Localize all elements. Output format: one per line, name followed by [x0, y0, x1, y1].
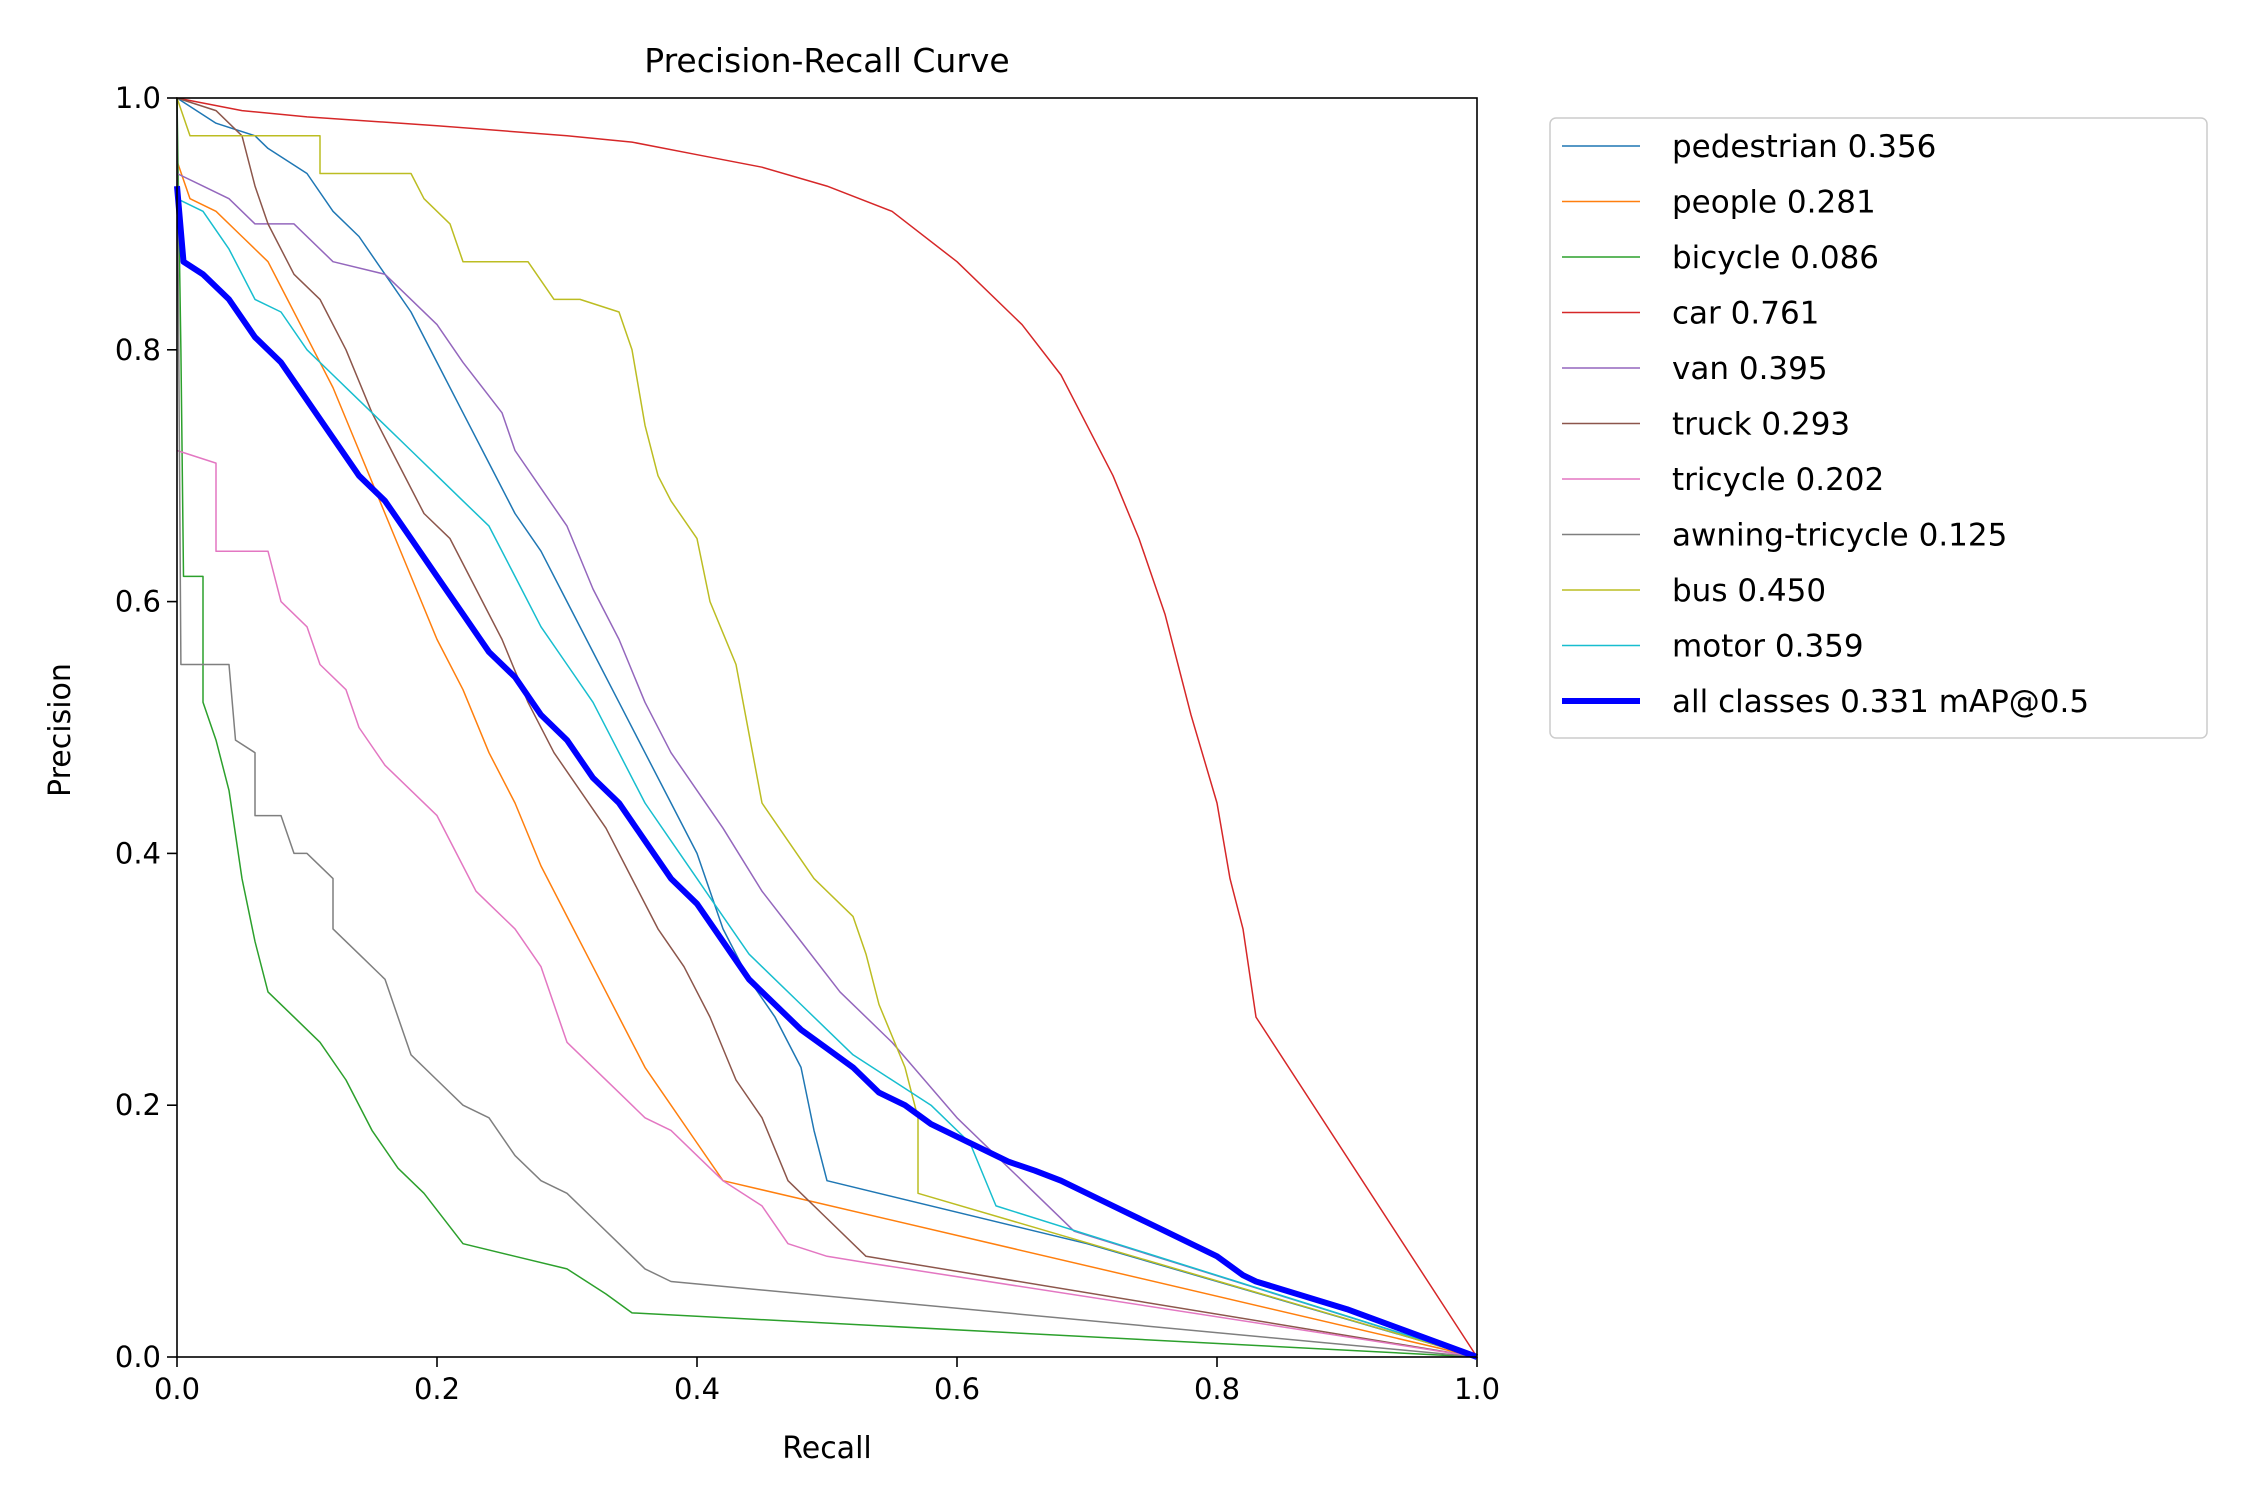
series-line-0 — [176, 97, 1478, 1358]
legend: pedestrian 0.356 people 0.281 bicycle 0.08… — [1549, 117, 2208, 739]
series-line-5 — [176, 97, 1478, 1358]
series-line-1 — [176, 160, 1478, 1358]
series-line-2 — [176, 97, 1478, 1358]
y-axis: 0.0 0.2 0.4 0.6 0.8 1.0 — [115, 81, 177, 1374]
series-line-9 — [176, 198, 1478, 1358]
legend-label: motor 0.359 — [1672, 629, 1864, 665]
series-line-3 — [176, 97, 1478, 1358]
legend-label: truck 0.293 — [1672, 407, 1850, 443]
y-tick-label: 0.4 — [115, 836, 161, 870]
series-line-6 — [176, 449, 1478, 1358]
series-line-7 — [176, 97, 1478, 1358]
legend-label: awning-tricycle 0.125 — [1672, 518, 2007, 554]
y-tick-label: 0.8 — [115, 333, 161, 367]
x-tick-label: 0.8 — [1194, 1372, 1240, 1406]
legend-label: car 0.761 — [1672, 296, 1819, 332]
y-tick-label: 0.6 — [115, 585, 161, 619]
y-tick-label: 0.2 — [115, 1088, 161, 1122]
series-line-4 — [176, 172, 1478, 1358]
legend-box — [1549, 117, 2208, 739]
legend-label: all classes 0.331 mAP@0.5 — [1672, 684, 2089, 720]
x-tick-label: 1.0 — [1454, 1372, 1500, 1406]
legend-label: bus 0.450 — [1672, 573, 1826, 609]
series-line-8 — [176, 97, 1478, 1358]
y-tick-label: 1.0 — [115, 81, 161, 115]
legend-label: people 0.281 — [1672, 185, 1876, 221]
series-line-10 — [174, 185, 1479, 1360]
legend-label: van 0.395 — [1672, 351, 1828, 387]
legend-label: bicycle 0.086 — [1672, 240, 1879, 276]
chart-title: Precision-Recall Curve — [644, 41, 1009, 80]
x-tick-label: 0.6 — [934, 1372, 980, 1406]
series-lines — [174, 97, 1479, 1360]
x-tick-label: 0.0 — [154, 1372, 200, 1406]
y-axis-label: Precision — [43, 663, 78, 797]
y-tick-label: 0.0 — [115, 1340, 161, 1374]
legend-label: pedestrian 0.356 — [1672, 129, 1936, 165]
legend-label: tricycle 0.202 — [1672, 462, 1884, 498]
plot-frame — [176, 97, 1478, 1358]
x-axis: 0.0 0.2 0.4 0.6 0.8 1.0 — [154, 1357, 1500, 1406]
x-tick-label: 0.4 — [674, 1372, 720, 1406]
x-tick-label: 0.2 — [414, 1372, 460, 1406]
x-axis-label: Recall — [782, 1431, 872, 1466]
